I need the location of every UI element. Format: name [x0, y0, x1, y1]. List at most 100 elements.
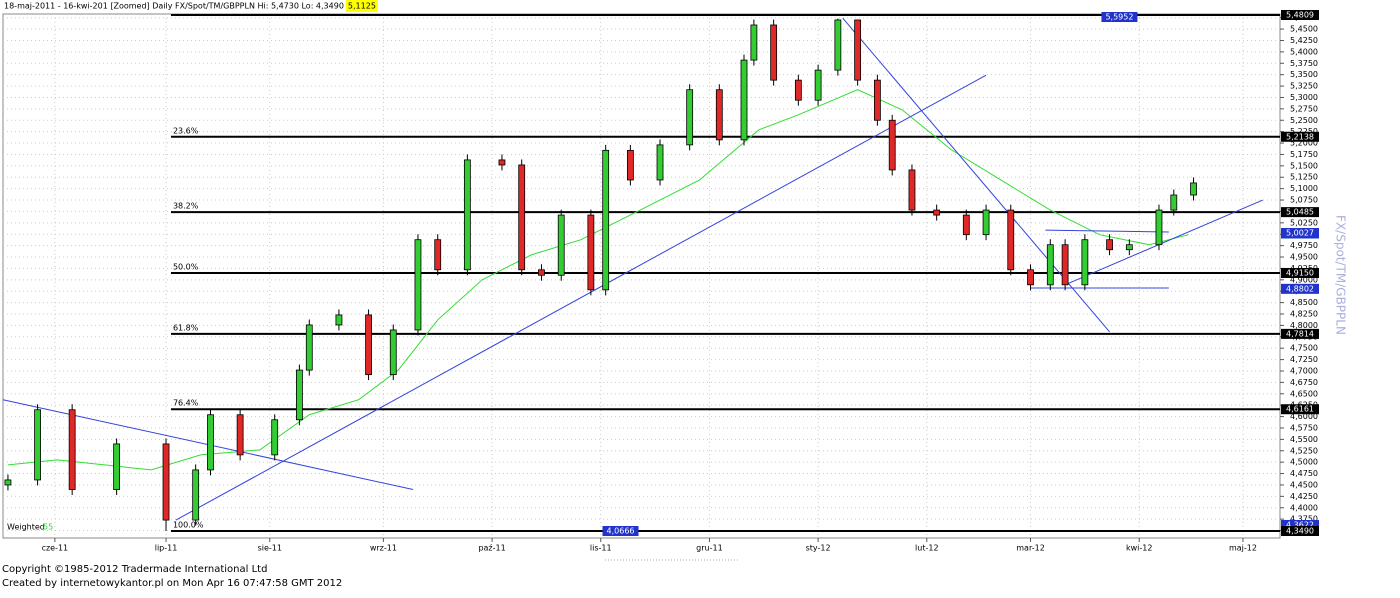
- y-tick-label: 5,2250: [1290, 127, 1318, 136]
- candle-body: [1007, 209, 1015, 271]
- fib-label: 38.2%: [173, 202, 199, 211]
- candle-body: [1106, 239, 1113, 251]
- price-label: 4,8802: [1286, 284, 1314, 293]
- candle-body: [414, 239, 422, 331]
- y-tick-label: 4,5500: [1290, 435, 1318, 444]
- y-tick-label: 4,4250: [1290, 492, 1318, 501]
- y-tick-label: 4,5250: [1290, 446, 1318, 455]
- edge-label-box: [602, 526, 639, 536]
- y-tick-label: 5,3250: [1290, 82, 1318, 91]
- candle-body: [888, 119, 896, 171]
- y-tick-label: 4,6750: [1290, 378, 1318, 387]
- candle-body: [933, 209, 941, 216]
- legend-period: 55: [43, 523, 53, 532]
- candle-body: [162, 443, 170, 521]
- price-label: 4,9150: [1286, 268, 1314, 277]
- x-tick-label: maj-12: [1229, 544, 1257, 553]
- y-tick-label: 5,3750: [1290, 59, 1318, 68]
- y-tick-label: 5,2500: [1290, 116, 1318, 125]
- y-tick-label: 4,4750: [1290, 469, 1318, 478]
- y-tick-label: 4,7500: [1290, 344, 1318, 353]
- candle-body: [207, 414, 214, 471]
- candle-body: [873, 79, 881, 121]
- candle-body: [834, 19, 842, 71]
- y-tick-label: 5,1250: [1290, 173, 1318, 182]
- y-tick-label: 4,3750: [1290, 515, 1318, 524]
- y-tick-label: 5,3000: [1290, 93, 1318, 102]
- price-label: 4,6161: [1286, 405, 1314, 414]
- y-tick-label: 5,1000: [1290, 184, 1318, 193]
- candle-body: [587, 214, 595, 291]
- chart-title: 18-maj-2011 - 16-kwi-201 [Zoomed] Daily …: [4, 2, 344, 11]
- candle-body: [854, 19, 862, 81]
- y-tick-label: 5,0750: [1290, 196, 1318, 205]
- candle-body: [1155, 209, 1163, 246]
- last-price-box: [345, 0, 378, 12]
- candle-body: [538, 269, 545, 276]
- candle-body: [335, 314, 343, 326]
- price-label: 5,0027: [1286, 228, 1314, 237]
- candle-body: [626, 149, 634, 181]
- price-label: 5,0485: [1286, 208, 1314, 217]
- x-tick-label: sie-11: [258, 544, 282, 553]
- y-tick-label: 4,9750: [1290, 241, 1318, 250]
- candle-body: [296, 369, 303, 421]
- candle-body: [518, 164, 526, 271]
- edge-label: 4,0666: [607, 527, 635, 536]
- y-tick-label: 5,3500: [1290, 70, 1318, 79]
- price-label-box: [1281, 328, 1319, 339]
- candle-body: [814, 69, 822, 101]
- y-tick-label: 5,4000: [1290, 47, 1318, 56]
- edge-label-box: [1101, 12, 1138, 22]
- candle-body: [236, 414, 244, 456]
- x-tick-label: lis-11: [590, 544, 612, 553]
- trendline: [1064, 199, 1263, 286]
- price-label: 4,3490: [1286, 527, 1314, 536]
- side-title: FX/Spot/TM/GBPPLN: [1334, 215, 1348, 335]
- plot-frame: [2, 13, 1281, 539]
- candle-body: [192, 469, 200, 521]
- last-price: 5,1125: [348, 2, 376, 11]
- y-tick-label: 4,7000: [1290, 366, 1318, 375]
- fib-label: 50.0%: [173, 262, 199, 271]
- x-tick-label: lut-12: [915, 544, 939, 553]
- candle-body: [982, 209, 990, 236]
- candle-body: [113, 443, 121, 490]
- candle-body: [740, 59, 748, 141]
- trendline: [1045, 229, 1169, 233]
- price-label-box: [1281, 519, 1319, 530]
- price-label-box: [1281, 227, 1319, 238]
- y-tick-label: 5,0250: [1290, 218, 1318, 227]
- footer-text: Created by internetowykantor.pl on Mon A…: [2, 578, 342, 589]
- price-label-box: [1281, 526, 1319, 536]
- candle-body: [34, 409, 41, 481]
- fib-label: 23.6%: [173, 126, 199, 135]
- candle-body: [4, 479, 12, 486]
- moving-average: [7, 89, 1189, 471]
- price-label-box: [1281, 10, 1319, 20]
- y-tick-label: 4,4000: [1290, 503, 1318, 512]
- y-tick-label: 5,4500: [1290, 25, 1318, 34]
- x-tick-label: kwi-12: [1126, 544, 1152, 553]
- y-tick-label: 4,5750: [1290, 423, 1318, 432]
- candle-body: [68, 409, 76, 490]
- price-label: 5,2138: [1286, 132, 1314, 141]
- y-tick-label: 4,8500: [1290, 298, 1318, 307]
- price-label-box: [1281, 207, 1319, 218]
- candle-body: [1061, 244, 1069, 286]
- x-tick-label: cze-11: [42, 544, 69, 553]
- price-label-box: [1281, 131, 1319, 142]
- candle-body: [1027, 269, 1034, 286]
- y-tick-label: 5,2750: [1290, 104, 1318, 113]
- legend-label: Weighted: [7, 523, 45, 532]
- candle-body: [1170, 194, 1178, 211]
- candle-body: [1081, 239, 1089, 286]
- candle-body: [365, 314, 372, 376]
- candle-body: [498, 159, 506, 166]
- candle-body: [1190, 182, 1197, 196]
- y-tick-label: 4,5000: [1290, 458, 1318, 467]
- candle-body: [794, 79, 802, 101]
- y-tick-label: 4,6500: [1290, 389, 1318, 398]
- y-tick-label: 4,6000: [1290, 412, 1318, 421]
